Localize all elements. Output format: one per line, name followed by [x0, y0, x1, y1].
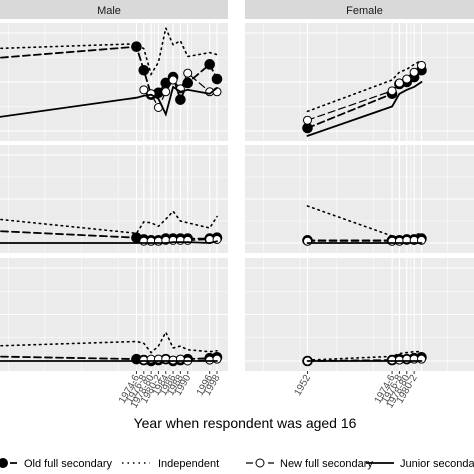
data-point-new-full-secondary: [394, 78, 404, 88]
data-point-new-full-secondary: [161, 87, 171, 97]
data-point-new-full-secondary: [161, 354, 171, 364]
series-line-junior-secondary: [306, 81, 423, 137]
series-group: [302, 350, 427, 367]
facet-strips: Male Female: [0, 0, 474, 19]
data-point-old-full-secondary: [204, 59, 215, 70]
data-point-new-full-secondary: [416, 354, 426, 364]
data-point-new-full-secondary: [387, 236, 397, 246]
series-line-independent: [306, 205, 423, 239]
series-line-junior-secondary: [0, 85, 218, 118]
data-point-new-full-secondary: [409, 354, 419, 364]
legend-label: Junior secondary: [400, 458, 474, 470]
x-axis-title: Year when respondent was aged 16: [134, 415, 357, 431]
legend-item-old-full-secondary: Old full secondary: [0, 458, 113, 470]
data-point-new-full-secondary: [205, 355, 215, 365]
data-point-new-full-secondary: [139, 85, 149, 95]
data-point-new-full-secondary: [183, 235, 193, 245]
data-point-new-full-secondary: [153, 354, 163, 364]
facet-title: Male: [97, 5, 121, 17]
data-point-new-full-secondary: [402, 354, 412, 364]
series-line-independent: [0, 210, 218, 235]
series-group: [0, 330, 223, 367]
legend-label: Old full secondary: [24, 458, 113, 470]
series-group: [0, 25, 223, 118]
legend-marker: [0, 458, 8, 468]
data-point-new-full-secondary: [175, 354, 185, 364]
legend-label: New full secondary: [280, 458, 373, 470]
data-point-new-full-secondary: [394, 236, 404, 246]
panel-female-row-1: [245, 23, 474, 141]
data-point-new-full-secondary: [303, 236, 313, 246]
legend: Old full secondary Independent New full se…: [0, 458, 474, 470]
series-line-independent: [306, 59, 423, 113]
facet-strip-male: Male: [0, 0, 228, 19]
data-point-new-full-secondary: [212, 354, 222, 364]
series-line-independent: [0, 330, 218, 354]
data-point-old-full-secondary: [211, 73, 223, 85]
legend-item-new-full-secondary: New full secondary: [246, 458, 373, 470]
data-point-new-full-secondary: [387, 86, 397, 96]
series-line-new-full-secondary: [306, 239, 423, 242]
series-line-independent: [0, 25, 218, 77]
facet-title: Female: [346, 5, 383, 17]
data-point-new-full-secondary: [146, 354, 156, 364]
panel-male-row-3: [0, 258, 228, 371]
panels: [0, 23, 474, 371]
data-point-new-full-secondary: [402, 74, 412, 84]
series-group: [302, 59, 427, 137]
data-point-new-full-secondary: [416, 60, 426, 70]
data-point-new-full-secondary: [303, 115, 313, 125]
facet-strip-female: Female: [245, 0, 474, 19]
series-line-junior-secondary: [0, 240, 218, 244]
data-point-new-full-secondary: [139, 355, 149, 365]
legend-label: Independent: [158, 458, 219, 470]
data-point-new-full-secondary: [387, 355, 397, 365]
data-point-new-full-secondary: [168, 355, 178, 365]
series-line-old-full-secondary: [0, 45, 218, 103]
panel-male-row-2: [0, 145, 228, 253]
data-point-new-full-secondary: [394, 355, 404, 365]
data-point-new-full-secondary: [168, 75, 178, 85]
data-point-new-full-secondary: [409, 67, 419, 77]
panel-male-row-1: [0, 23, 228, 141]
data-point-old-full-secondary: [175, 94, 186, 105]
data-point-new-full-secondary: [153, 236, 163, 246]
legend-item-junior-secondary: Junior secondary: [366, 458, 474, 470]
series-group: [302, 205, 427, 246]
data-point-new-full-secondary: [139, 236, 149, 246]
legend-marker: [255, 458, 265, 468]
series-group: [0, 210, 223, 246]
data-point-new-full-secondary: [183, 68, 193, 78]
panel-female-row-3: [245, 258, 474, 371]
x-axis: 1974-61976-81978-801980-2198419861988199…: [117, 371, 420, 410]
panel-female-row-2: [245, 145, 474, 253]
legend-item-independent: Independent: [122, 458, 219, 470]
data-point-old-full-secondary: [138, 64, 150, 76]
data-point-new-full-secondary: [175, 235, 185, 245]
data-point-new-full-secondary: [146, 236, 156, 246]
x-tick-label: 1952: [292, 373, 313, 398]
